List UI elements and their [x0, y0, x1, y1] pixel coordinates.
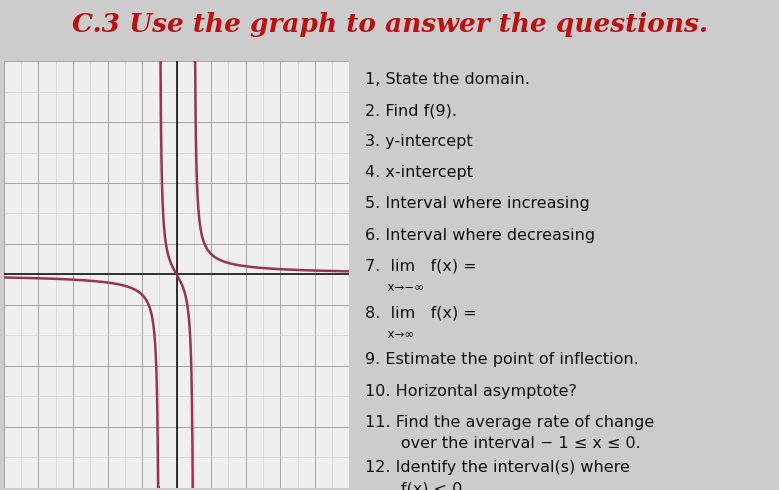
Text: x→−∞: x→−∞ [365, 281, 425, 294]
Text: 9. Estimate the point of inflection.: 9. Estimate the point of inflection. [365, 352, 639, 368]
Text: 12. Identify the interval(s) where: 12. Identify the interval(s) where [365, 460, 630, 475]
Text: f(x) < 0.: f(x) < 0. [365, 481, 468, 490]
Text: over the interval − 1 ≤ x ≤ 0.: over the interval − 1 ≤ x ≤ 0. [365, 436, 641, 451]
Text: 6. Interval where decreasing: 6. Interval where decreasing [365, 227, 595, 243]
Text: 2. Find f(9).: 2. Find f(9). [365, 103, 457, 118]
Text: 7.  lim   f(x) =: 7. lim f(x) = [365, 259, 477, 273]
Text: 5. Interval where increasing: 5. Interval where increasing [365, 196, 590, 211]
Text: 1, State the domain.: 1, State the domain. [365, 72, 530, 87]
Text: 3. y-intercept: 3. y-intercept [365, 134, 473, 149]
Text: x→∞: x→∞ [365, 328, 414, 341]
Text: 4. x-intercept: 4. x-intercept [365, 165, 474, 180]
Text: C.3 Use the graph to answer the questions.: C.3 Use the graph to answer the question… [72, 12, 707, 37]
Text: 11. Find the average rate of change: 11. Find the average rate of change [365, 415, 654, 430]
Text: 8.  lim   f(x) =: 8. lim f(x) = [365, 306, 478, 320]
Text: 10. Horizontal asymptote?: 10. Horizontal asymptote? [365, 384, 577, 398]
